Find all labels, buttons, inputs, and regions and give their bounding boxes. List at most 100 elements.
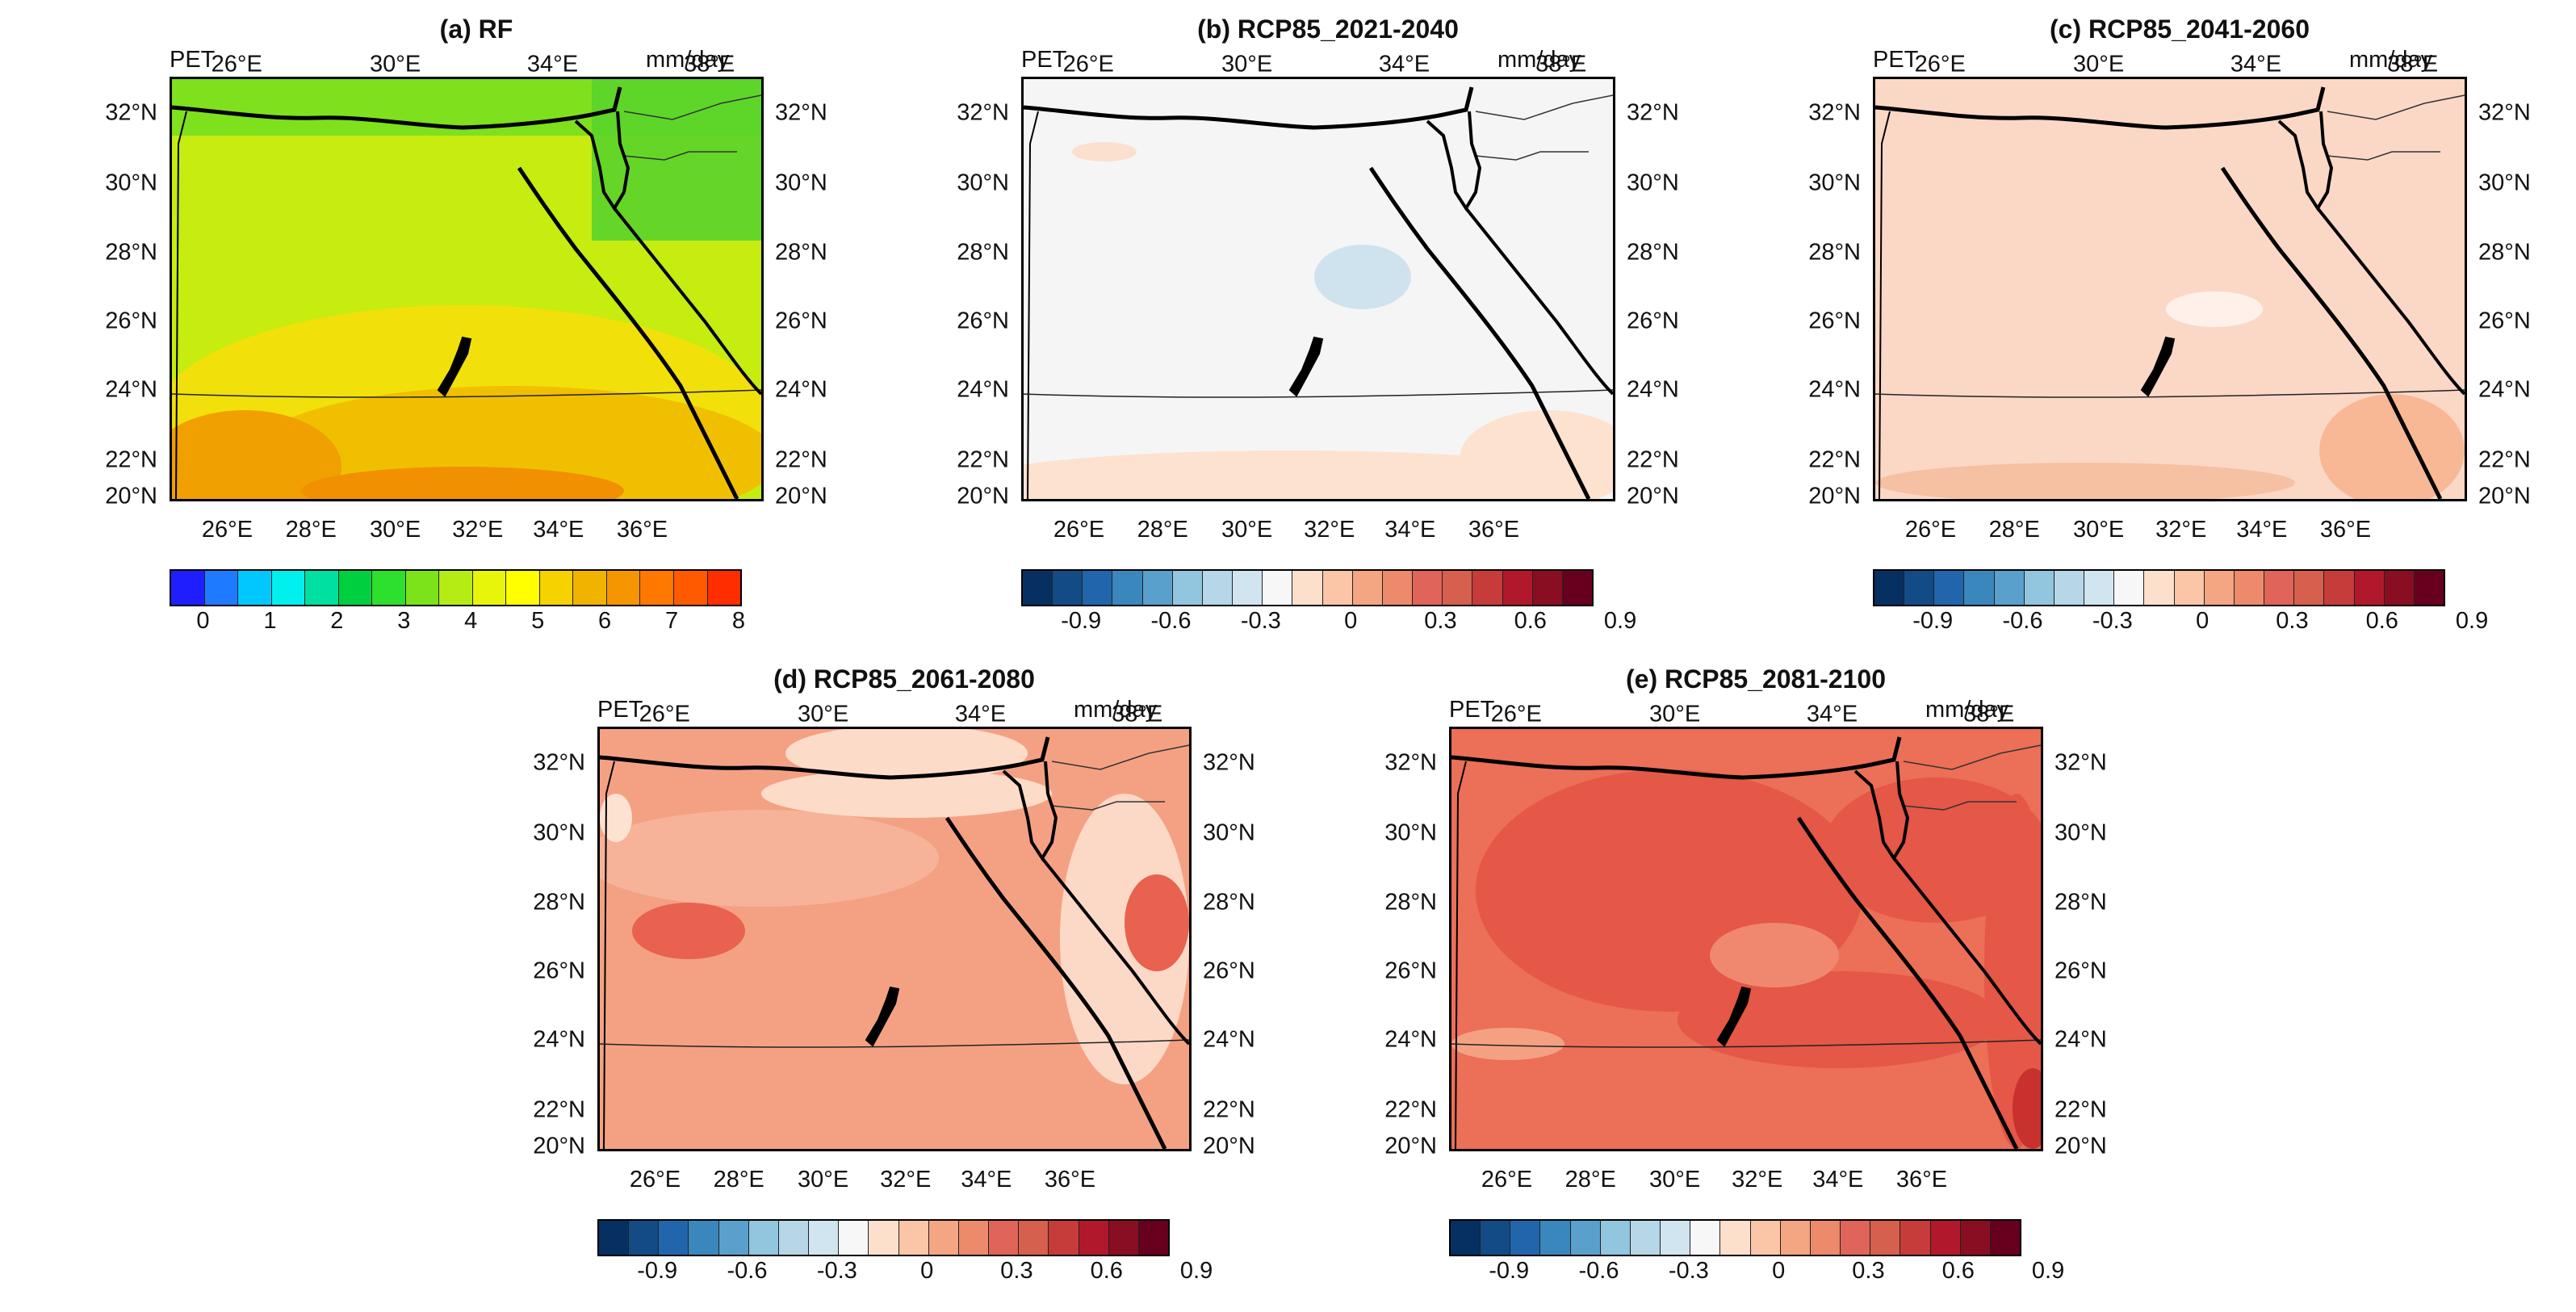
- colorbar-cell: [1990, 1221, 2020, 1255]
- colorbar-label: 7: [664, 608, 679, 634]
- bottom-lon-label: 32°E: [1304, 517, 1355, 543]
- colorbar-cell: [1510, 1221, 1541, 1255]
- top-lon-label: 34°E: [954, 701, 1007, 727]
- colorbar-cell: [1661, 1221, 1691, 1255]
- left-lat-label: 20°N: [105, 483, 157, 509]
- colorbar-cell: [2144, 571, 2175, 605]
- left-lat-label: 20°N: [1808, 483, 1861, 509]
- colorbar-cell: [1870, 1221, 1901, 1255]
- panel-a: (a) RF PET mm/day 26°E 30°E 34°E 38°E 32°N 32°N…: [48, 0, 904, 634]
- bottom-lon-label: 34°E: [533, 517, 584, 543]
- left-lat-label: 28°N: [1808, 239, 1861, 266]
- colorbar-cell: [718, 1221, 749, 1255]
- right-lat-label: 26°N: [1203, 958, 1255, 984]
- top-lon-label: 26°E: [211, 51, 262, 78]
- map-field-a: [172, 79, 761, 499]
- colorbar-label: 3: [397, 608, 411, 634]
- variable-label: PET: [170, 47, 216, 73]
- left-lat-label: 24°N: [1808, 376, 1861, 403]
- top-lon-label: 30°E: [797, 701, 849, 727]
- colorbar-cell: [1960, 1221, 1991, 1255]
- bottom-lon-label: 26°E: [201, 517, 253, 543]
- colorbar: [597, 1219, 1170, 1256]
- bottom-lon-label: 34°E: [1384, 517, 1436, 543]
- map-field-b: [1024, 79, 1613, 499]
- left-lat-label: 24°N: [1384, 1026, 1437, 1053]
- colorbar-cell: [958, 1221, 990, 1255]
- right-lat-label: 28°N: [1627, 239, 1679, 266]
- colorbar-label: 6: [598, 608, 612, 634]
- colorbar-cell: [809, 1221, 840, 1255]
- colorbar-label: 0.6: [1514, 608, 1547, 634]
- colorbar-cell: [238, 571, 272, 605]
- panel-d: (d) RCP85_2061-2080 PET mm/day 26°E 30°E 34°E…: [476, 650, 1332, 1284]
- panel-title: (d) RCP85_2061-2080: [773, 664, 1035, 694]
- colorbar-label: -0.3: [816, 1258, 857, 1284]
- right-lat-label: 32°N: [775, 99, 827, 126]
- top-lon-label: 26°E: [639, 701, 690, 727]
- colorbar-cell: [1930, 1221, 1961, 1255]
- variable-label: PET: [1873, 47, 1919, 73]
- left-lat-label: 26°N: [1384, 958, 1437, 984]
- colorbar-cell: [1964, 571, 1995, 605]
- panel-title: (e) RCP85_2081-2100: [1626, 664, 1886, 694]
- colorbar-cell: [2024, 571, 2055, 605]
- map-frame: [170, 77, 764, 501]
- right-lat-label: 26°N: [775, 308, 827, 334]
- colorbar-cell: [1108, 1221, 1139, 1255]
- bottom-lon-label: 30°E: [2072, 517, 2125, 543]
- left-lat-label: 32°N: [533, 749, 585, 776]
- colorbar-cell: [1810, 1221, 1841, 1255]
- colorbar-cell: [989, 1221, 1020, 1255]
- colorbar-cell: [1502, 571, 1533, 605]
- colorbar-label: -0.9: [1061, 608, 1102, 634]
- colorbar-cell: [1720, 1221, 1751, 1255]
- colorbar: [1021, 569, 1594, 606]
- colorbar-cell: [372, 571, 406, 605]
- bottom-lon-label: 32°E: [2155, 517, 2207, 543]
- colorbar-cell: [1292, 571, 1323, 605]
- left-lat-label: 28°N: [533, 889, 585, 916]
- colorbar-cell: [2354, 571, 2385, 605]
- colorbar-cell: [1532, 571, 1563, 605]
- top-lon-label: 34°E: [1378, 51, 1430, 78]
- colorbar-cell: [2294, 571, 2325, 605]
- colorbar-cell: [606, 571, 641, 605]
- colorbar-label: 0: [2196, 608, 2209, 634]
- top-lon-label: 26°E: [1490, 701, 1542, 727]
- right-lat-label: 22°N: [1203, 1096, 1255, 1123]
- map-frame: [1449, 727, 2043, 1151]
- top-lon-label: 38°E: [1112, 701, 1163, 727]
- left-lat-label: 30°N: [957, 170, 1009, 196]
- colorbar-cell: [1874, 571, 1905, 605]
- colorbar: [170, 569, 742, 606]
- colorbar-cell: [839, 1221, 869, 1255]
- right-lat-label: 32°N: [1627, 99, 1679, 126]
- colorbar-cell: [869, 1221, 899, 1255]
- colorbar-label: -0.9: [1489, 1258, 1530, 1284]
- bottom-lon-label: 28°E: [285, 517, 337, 543]
- bottom-lon-label: 36°E: [1468, 517, 1520, 543]
- left-lat-label: 32°N: [957, 99, 1009, 126]
- units-label: mm/day: [646, 47, 730, 73]
- colorbar-label: -0.6: [2002, 608, 2043, 634]
- left-lat-label: 20°N: [533, 1133, 585, 1159]
- bottom-lon-label: 36°E: [616, 517, 668, 543]
- units-label: mm/day: [1925, 697, 2009, 723]
- colorbar-label: 0.6: [1090, 1258, 1123, 1284]
- units-label: mm/day: [2349, 47, 2433, 73]
- map-frame: [597, 727, 1192, 1151]
- right-lat-label: 30°N: [775, 170, 827, 196]
- colorbar-label: 4: [464, 608, 478, 634]
- colorbar-cell: [1049, 1221, 1079, 1255]
- left-lat-label: 22°N: [1384, 1096, 1437, 1123]
- top-lon-label: 30°E: [2072, 51, 2125, 78]
- right-lat-label: 20°N: [1203, 1133, 1255, 1159]
- colorbar-cell: [1904, 571, 1935, 605]
- bottom-lon-label: 34°E: [2236, 517, 2288, 543]
- top-lon-label: 30°E: [369, 51, 421, 78]
- colorbar-cell: [405, 571, 440, 605]
- bottom-lon-label: 34°E: [1812, 1167, 1864, 1193]
- colorbar-cell: [928, 1221, 959, 1255]
- colorbar-label: 8: [731, 608, 746, 634]
